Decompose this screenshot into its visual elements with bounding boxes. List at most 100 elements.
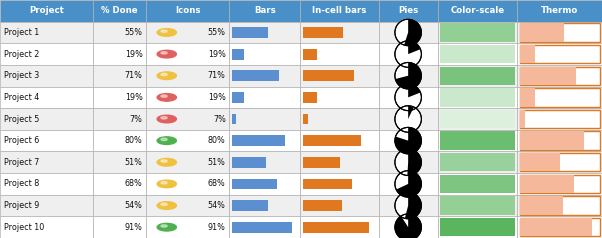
Bar bbox=[520, 88, 600, 107]
Text: 71%: 71% bbox=[125, 71, 143, 80]
Bar bbox=[520, 67, 576, 85]
Bar bbox=[520, 153, 560, 171]
Bar bbox=[520, 153, 600, 171]
Bar bbox=[146, 0, 229, 22]
Circle shape bbox=[161, 52, 167, 54]
Bar bbox=[440, 175, 515, 193]
Bar bbox=[520, 131, 600, 150]
Text: 54%: 54% bbox=[208, 201, 226, 210]
Bar bbox=[520, 67, 600, 85]
Text: Project 5: Project 5 bbox=[4, 114, 40, 124]
Bar bbox=[438, 0, 517, 22]
Bar bbox=[517, 173, 602, 195]
Bar bbox=[379, 216, 438, 238]
Bar bbox=[300, 173, 379, 195]
Bar bbox=[0, 195, 93, 216]
Bar bbox=[93, 108, 146, 130]
Bar bbox=[146, 65, 229, 87]
Bar bbox=[0, 151, 93, 173]
Bar bbox=[440, 23, 515, 42]
Text: Thermo: Thermo bbox=[541, 6, 579, 15]
Text: 7%: 7% bbox=[130, 114, 143, 124]
Bar bbox=[303, 157, 340, 168]
Bar bbox=[438, 130, 517, 151]
Bar bbox=[517, 43, 602, 65]
Bar bbox=[440, 67, 515, 85]
Text: Project 3: Project 3 bbox=[4, 71, 40, 80]
Bar bbox=[93, 195, 146, 216]
Bar bbox=[438, 216, 517, 238]
Bar bbox=[229, 216, 300, 238]
Bar bbox=[517, 151, 602, 173]
Circle shape bbox=[161, 95, 167, 97]
Bar bbox=[440, 131, 515, 150]
Bar bbox=[146, 22, 229, 43]
Bar bbox=[0, 130, 93, 151]
Text: 19%: 19% bbox=[125, 50, 143, 59]
Bar bbox=[379, 22, 438, 43]
Bar bbox=[146, 151, 229, 173]
Circle shape bbox=[157, 29, 176, 36]
Text: Project 2: Project 2 bbox=[4, 50, 40, 59]
Bar bbox=[229, 151, 300, 173]
Bar bbox=[300, 87, 379, 108]
Bar bbox=[520, 175, 574, 193]
Circle shape bbox=[161, 73, 167, 76]
Bar bbox=[517, 65, 602, 87]
Ellipse shape bbox=[395, 214, 421, 238]
Bar bbox=[520, 218, 592, 236]
Bar bbox=[379, 65, 438, 87]
Bar bbox=[379, 151, 438, 173]
Bar bbox=[232, 27, 268, 38]
Circle shape bbox=[161, 160, 167, 162]
Bar bbox=[438, 22, 517, 43]
Text: 19%: 19% bbox=[208, 93, 226, 102]
Bar bbox=[146, 173, 229, 195]
Text: Color-scale: Color-scale bbox=[450, 6, 504, 15]
Text: 71%: 71% bbox=[208, 71, 226, 80]
Bar bbox=[300, 216, 379, 238]
Bar bbox=[93, 130, 146, 151]
Bar bbox=[229, 0, 300, 22]
Circle shape bbox=[161, 181, 167, 184]
Bar bbox=[232, 70, 279, 81]
Text: Project 7: Project 7 bbox=[4, 158, 40, 167]
Text: 55%: 55% bbox=[125, 28, 143, 37]
Ellipse shape bbox=[395, 171, 421, 197]
Bar bbox=[146, 87, 229, 108]
Circle shape bbox=[157, 94, 176, 101]
Bar bbox=[229, 43, 300, 65]
Bar bbox=[303, 178, 352, 189]
Bar bbox=[232, 157, 265, 168]
Bar bbox=[517, 87, 602, 108]
Bar bbox=[517, 195, 602, 216]
Bar bbox=[229, 22, 300, 43]
Circle shape bbox=[157, 202, 176, 209]
Bar bbox=[520, 196, 600, 215]
Circle shape bbox=[157, 50, 176, 58]
Bar bbox=[440, 110, 515, 128]
Circle shape bbox=[161, 203, 167, 206]
Bar bbox=[379, 130, 438, 151]
Bar bbox=[440, 196, 515, 215]
Circle shape bbox=[157, 180, 176, 188]
Bar bbox=[146, 195, 229, 216]
Bar bbox=[379, 87, 438, 108]
Text: % Done: % Done bbox=[102, 6, 138, 15]
Bar bbox=[520, 131, 583, 150]
Circle shape bbox=[161, 117, 167, 119]
Bar bbox=[303, 49, 317, 60]
Bar bbox=[0, 0, 93, 22]
Bar bbox=[438, 87, 517, 108]
Bar bbox=[232, 178, 277, 189]
Bar bbox=[520, 110, 525, 128]
Text: 80%: 80% bbox=[125, 136, 143, 145]
Bar bbox=[93, 0, 146, 22]
Bar bbox=[232, 92, 244, 103]
Circle shape bbox=[157, 223, 176, 231]
Bar bbox=[93, 87, 146, 108]
Bar bbox=[379, 0, 438, 22]
Bar bbox=[0, 87, 93, 108]
Bar bbox=[517, 130, 602, 151]
Bar bbox=[440, 218, 515, 236]
